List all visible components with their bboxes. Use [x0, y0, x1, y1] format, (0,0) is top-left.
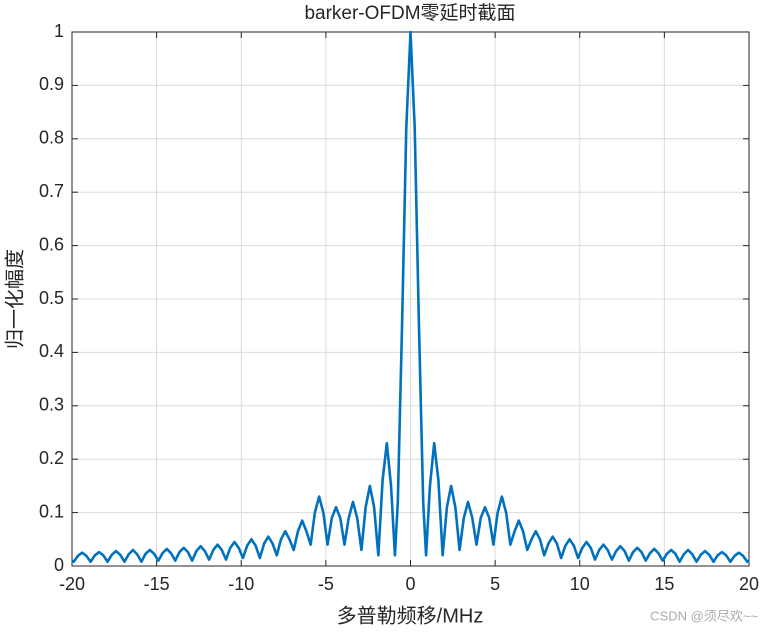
watermark: CSDN @须尽欢~~: [650, 608, 758, 623]
x-tick-label: 5: [490, 574, 500, 594]
y-axis-label: 归一化幅度: [3, 249, 26, 349]
y-tick-label: 0.5: [39, 288, 64, 308]
x-tick-label: -10: [228, 574, 254, 594]
x-axis-label: 多普勒频移/MHz: [337, 604, 484, 627]
y-tick-label: 1: [54, 21, 64, 41]
y-tick-label: 0.6: [39, 234, 64, 254]
y-tick-label: 0.7: [39, 181, 64, 201]
x-tick-label: 20: [739, 574, 759, 594]
y-tick-label: 0.8: [39, 128, 64, 148]
y-tick-label: 0.9: [39, 74, 64, 94]
y-tick-label: 0.4: [39, 341, 64, 361]
x-tick-label: 15: [654, 574, 674, 594]
x-tick-label: 0: [405, 574, 415, 594]
x-tick-label: -5: [318, 574, 334, 594]
y-tick-label: 0.3: [39, 395, 64, 415]
data-line: [71, 30, 750, 564]
chart-title: barker-OFDM零延时截面: [304, 2, 515, 24]
y-tick-label: 0.2: [39, 448, 64, 468]
x-tick-label: 10: [570, 574, 590, 594]
y-tick-label: 0: [54, 555, 64, 575]
x-tick-label: -20: [59, 574, 85, 594]
x-tick-label: -15: [144, 574, 170, 594]
y-tick-label: 0.1: [39, 501, 64, 521]
